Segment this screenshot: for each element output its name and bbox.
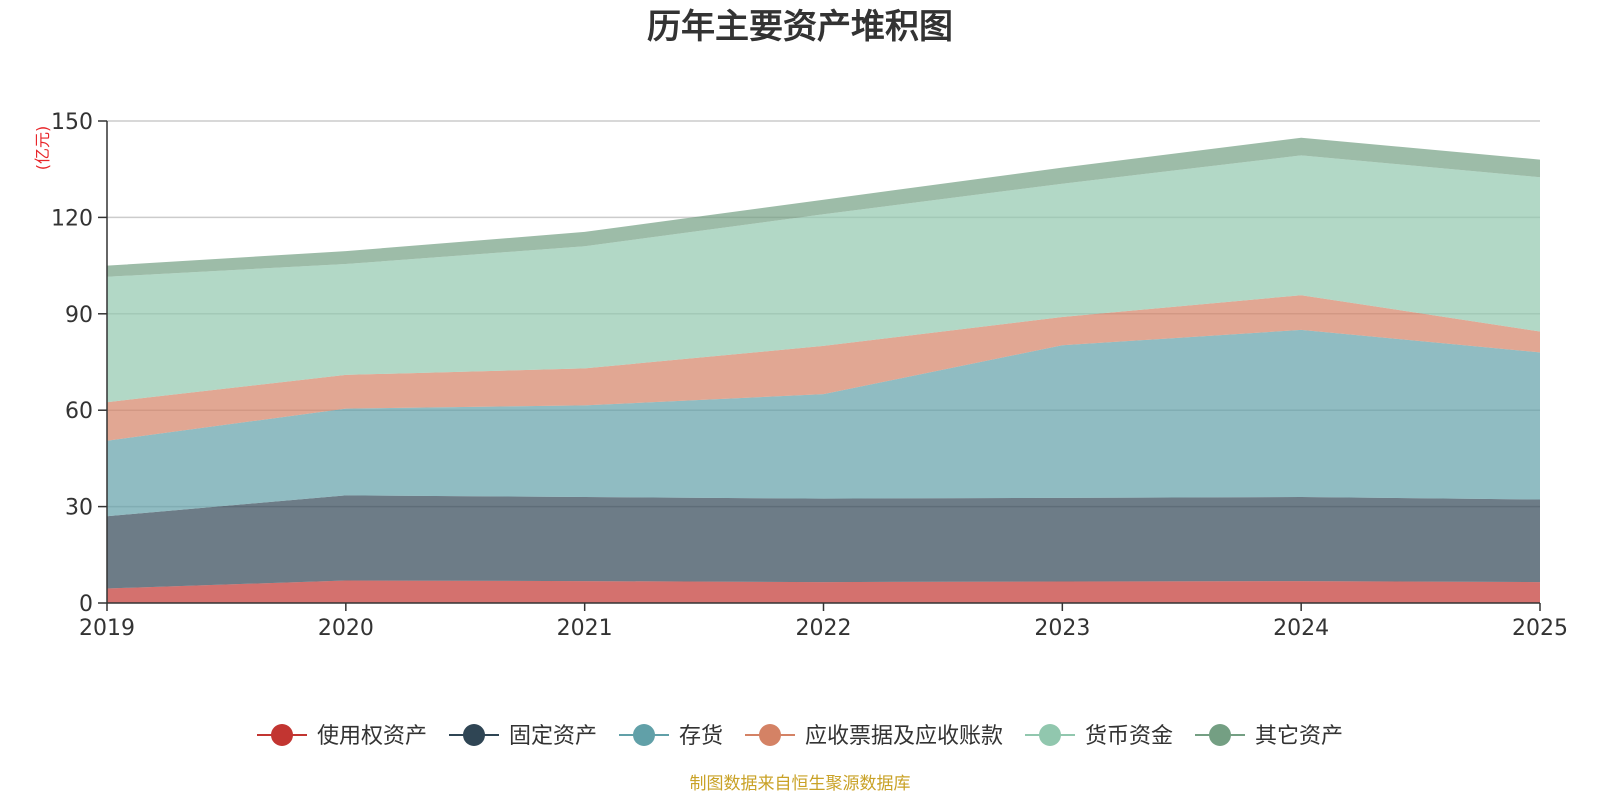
axes: 0 30 60 90 120 150 2019 2020 2021 2022 2023 2024 202… [51,110,1568,641]
legend-item-6[interactable]: 其它资产 [1195,724,1343,749]
legend-item-2[interactable]: 固定资产 [449,724,597,749]
legend-marker [633,724,655,746]
x-tick-label: 2024 [1273,616,1329,641]
y-tick-label: 0 [79,592,93,617]
legend-marker [463,724,485,746]
y-tick-label: 150 [51,110,93,135]
area-series-6 [107,137,1540,277]
legend-item-4[interactable]: 应收票据及应收账款 [745,724,1003,749]
x-tick-label: 2019 [79,616,135,641]
x-tick-label: 2023 [1034,616,1090,641]
legend-label: 应收票据及应收账款 [805,724,1003,749]
area-series-1 [107,580,1540,603]
y-axis-unit: (亿元) [33,126,52,171]
x-tick-label: 2022 [796,616,852,641]
legend-item-3[interactable]: 存货 [619,724,723,749]
chart-title: 历年主要资产堆积图 [647,7,953,47]
area-series-2 [107,495,1540,589]
y-tick-label: 90 [65,303,93,328]
legend-label: 固定资产 [509,724,597,749]
legend-marker [1039,724,1061,746]
legend-label: 使用权资产 [317,724,427,749]
source-note: 制图数据来自恒生聚源数据库 [690,774,911,794]
legend-label: 货币资金 [1085,724,1173,749]
legend-label: 存货 [679,724,723,749]
legend-item-1[interactable]: 使用权资产 [257,724,427,749]
legend-marker [1209,724,1231,746]
legend-marker [271,724,293,746]
x-tick-label: 2025 [1512,616,1568,641]
legend[interactable]: 使用权资产 固定资产 存货 应收票据及应收账款 货币资金 其它资产 [257,724,1343,749]
legend-label: 其它资产 [1255,724,1343,749]
area-series-4 [107,295,1540,441]
area-series-5 [107,155,1540,403]
legend-marker [759,724,781,746]
x-tick-label: 2021 [557,616,613,641]
x-tick-label: 2020 [318,616,374,641]
y-tick-label: 120 [51,206,93,231]
y-tick-label: 60 [65,399,93,424]
legend-item-5[interactable]: 货币资金 [1025,724,1173,749]
area-series [107,137,1540,603]
y-tick-label: 30 [65,496,93,521]
area-series-3 [107,329,1540,517]
